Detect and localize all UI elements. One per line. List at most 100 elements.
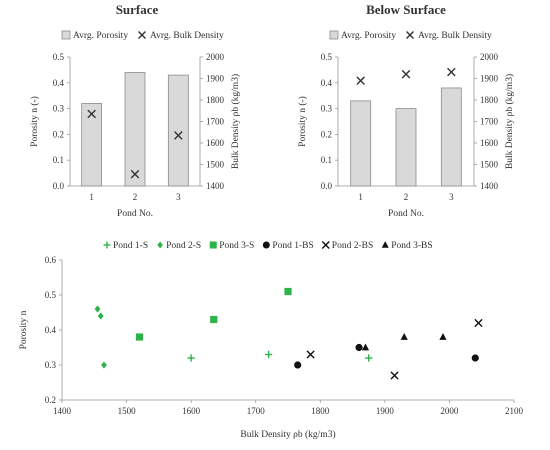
scatter-point (471, 354, 479, 362)
panel-2-y2-tick-label: 1700 (480, 117, 499, 127)
scatter-legend-label: Pond 2-BS (332, 241, 373, 251)
panel-2-y-tick-label: 0.1 (321, 155, 332, 165)
panel-1-bar (167, 74, 189, 187)
panel-1-y2-tick-label: 1400 (206, 181, 225, 191)
panel-2-x-tick-label: 2 (404, 192, 409, 202)
scatter-y-tick-label: 0.6 (45, 255, 57, 265)
scatter-x-tick-label: 2000 (440, 406, 459, 416)
scatter-legend-swatch-stroke (321, 241, 330, 249)
panel-2-y-tick-label: 0.0 (321, 181, 333, 191)
scatter-point (474, 318, 483, 328)
scatter-point-shape (135, 333, 144, 341)
scatter-point (306, 350, 315, 359)
panel-1-y-tick-label: 0.5 (53, 52, 65, 62)
panel-1-legend-marker-swatch-stroke (138, 31, 146, 39)
panel-1-y-tick-label: 0.0 (53, 181, 65, 191)
scatter-legend-label: Pond 1-S (113, 241, 148, 251)
panel-1-y2-tick-label: 1900 (206, 74, 225, 84)
scatter-point-shape (284, 287, 292, 296)
panel-1-density-marker (87, 109, 96, 119)
panel-1-y-axis-title: Porosity n (-) (29, 96, 40, 147)
panel-1-bar (81, 103, 103, 187)
scatter-point (187, 354, 195, 362)
panel-2-density-marker-stroke (356, 76, 365, 85)
panel-2-y2-tick-label: 1800 (480, 95, 499, 105)
scatter-legend-swatch (321, 241, 330, 249)
scatter-point-stroke (306, 350, 315, 359)
panel-2-bar (395, 108, 417, 187)
panel-1-y2-tick-label: 2000 (206, 52, 225, 62)
scatter-x-tick-label: 1700 (247, 406, 266, 416)
panel-2-legend-bar-label: Avrg. Porosity (341, 31, 396, 41)
panel-1-x-tick-label: 1 (89, 192, 94, 202)
scatter-legend-swatch-shape (381, 241, 389, 248)
panel-2-legend-marker-label: Avrg. Bulk Density (418, 31, 492, 41)
panel-2-bar (440, 87, 462, 187)
scatter-point (355, 343, 363, 352)
scatter-point-stroke (474, 318, 483, 328)
scatter-point-shape (101, 361, 107, 369)
scatter-x-tick-label: 1800 (311, 406, 330, 416)
scatter-point (265, 350, 273, 359)
panel-2-y-tick-label: 0.3 (321, 104, 333, 114)
panel-1-legend-marker-label: Avrg. Bulk Density (150, 31, 224, 41)
panel-1-legend-bar-swatch (61, 30, 71, 40)
panel-2-density-marker (401, 69, 411, 79)
scatter-point (400, 333, 408, 340)
panel-2-y-tick-label: 0.2 (321, 129, 332, 139)
panel-2-x-tick-label: 1 (358, 192, 363, 202)
scatter-legend-swatch (103, 241, 111, 249)
panel-2-y-axis-title: Porosity n (-) (297, 96, 308, 147)
scatter-point-shape (471, 354, 479, 362)
panel-2-density-marker (447, 67, 456, 77)
scatter-x-tick-label: 1500 (118, 406, 137, 416)
panel-1-bar (124, 72, 146, 187)
scatter-point-shape (361, 343, 370, 351)
panel-2-y2-tick-label: 1600 (480, 138, 499, 148)
panel-2-bar (350, 100, 372, 187)
scatter-point (365, 354, 373, 362)
scatter-x-tick-label: 2100 (505, 406, 524, 416)
panel-2-y2-axis-title: Bulk Density ρb (kg/m3) (504, 74, 515, 169)
scatter-legend-swatch (157, 241, 163, 249)
panel-1-title: Surface (116, 2, 159, 17)
panel-1-density-marker (130, 169, 140, 179)
scatter-legend-label: Pond 3-S (219, 241, 254, 251)
panel-2-y2-tick-label: 1400 (480, 181, 499, 191)
panel-1-y2-tick-label: 1700 (206, 117, 225, 127)
scatter-legend-swatch (262, 241, 270, 249)
panel-1-density-marker-stroke (130, 169, 140, 179)
scatter-x-axis-title: Bulk Density ρb (kg/m3) (240, 429, 335, 440)
panel-2-density-marker-stroke (401, 69, 411, 79)
scatter-point-shape (94, 305, 101, 313)
panel-2-legend-marker-swatch-stroke (406, 31, 414, 39)
scatter-x-tick-label: 1400 (53, 406, 72, 416)
panel-1-density-marker-stroke (174, 131, 183, 140)
panel-1-y2-tick-label: 1600 (206, 138, 225, 148)
scatter-legend-swatch (381, 241, 389, 248)
scatter-point-shape (355, 343, 363, 352)
scatter-y-tick-label: 0.5 (45, 290, 57, 300)
panel-1-x-tick-label: 2 (133, 192, 138, 202)
panel-1-y-tick-label: 0.3 (53, 104, 65, 114)
scatter-point (210, 315, 218, 324)
scatter-legend-swatch-shape (209, 241, 217, 249)
panel-2-legend-bar-swatch (329, 30, 339, 40)
scatter-point-shape (294, 361, 302, 369)
scatter-point-shape (400, 333, 408, 340)
scatter-point (439, 333, 447, 340)
scatter-point (135, 333, 144, 341)
scatter-y-tick-label: 0.4 (45, 325, 57, 335)
panel-2-y2-tick-label: 1900 (480, 74, 499, 84)
scatter-legend-swatch-shape (262, 241, 270, 249)
scatter-point-shape (439, 333, 447, 340)
scatter-point (101, 361, 107, 369)
scatter-legend-label: Pond 2-S (166, 241, 201, 251)
scatter-legend-swatch (209, 241, 217, 249)
panel-2-y-tick-label: 0.5 (321, 52, 333, 62)
panel-2-x-axis-title: Pond No. (388, 209, 424, 219)
scatter-x-tick-label: 1600 (182, 406, 201, 416)
scatter-point (390, 371, 399, 380)
